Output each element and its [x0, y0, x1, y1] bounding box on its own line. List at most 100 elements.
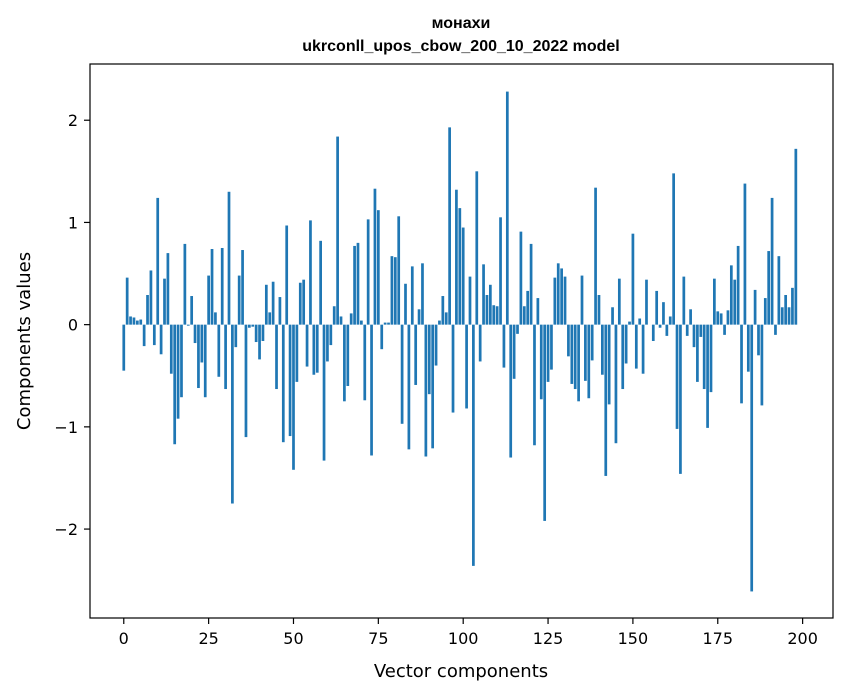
bar [220, 247, 224, 325]
bar [417, 309, 421, 325]
bar [723, 324, 726, 335]
bar [567, 324, 570, 357]
bar [390, 256, 394, 325]
bar [244, 324, 248, 438]
bar [217, 324, 221, 377]
bar [492, 305, 496, 325]
bar [584, 324, 587, 381]
bar [726, 310, 730, 325]
bar [784, 295, 788, 325]
bar [197, 324, 200, 389]
bar [278, 297, 282, 325]
bar [509, 324, 513, 458]
x-tick-label: 175 [702, 629, 733, 648]
bar [641, 324, 645, 374]
bar [539, 324, 543, 400]
bar [387, 322, 390, 325]
bar [434, 324, 438, 366]
bar [631, 233, 635, 325]
bar [672, 173, 675, 325]
y-tick-label: −1 [54, 418, 78, 437]
bar [546, 324, 550, 382]
bar [163, 278, 166, 325]
bar [628, 321, 631, 325]
bar [319, 240, 322, 325]
bar [312, 324, 316, 375]
bar [444, 312, 448, 325]
bar [349, 313, 353, 325]
bar [129, 316, 132, 325]
bar [543, 324, 547, 521]
bar [366, 219, 370, 325]
bar [770, 197, 774, 325]
bar [533, 324, 536, 446]
y-tick-label: −2 [54, 520, 78, 539]
bar [414, 324, 418, 385]
bar [662, 302, 665, 325]
bar [597, 295, 601, 325]
bar [152, 324, 156, 346]
bar [577, 324, 580, 402]
bar [746, 324, 750, 372]
bar [421, 263, 424, 325]
bar [159, 324, 163, 355]
bar [679, 324, 682, 474]
bar [295, 324, 299, 382]
bar [122, 324, 126, 371]
bar [475, 171, 479, 325]
bar [156, 197, 160, 325]
bar [488, 284, 492, 325]
bar [315, 324, 319, 373]
x-tick-label: 200 [787, 629, 818, 648]
bar [499, 217, 502, 325]
bar [526, 290, 530, 325]
bar [190, 296, 194, 325]
bar [248, 324, 251, 328]
bar [706, 324, 709, 428]
bar [200, 324, 204, 363]
x-tick-label: 0 [119, 629, 129, 648]
chart-subtitle: ukrconll_upos_cbow_200_10_2022 model [302, 38, 619, 55]
bar [268, 312, 272, 325]
bar [356, 242, 360, 325]
bar [227, 191, 231, 325]
bar [519, 231, 523, 325]
y-tick-label: 0 [68, 316, 78, 335]
bar [777, 256, 781, 325]
bar [258, 324, 261, 360]
bar [451, 324, 455, 413]
bar [750, 324, 754, 592]
bar [675, 324, 679, 429]
bar [370, 324, 373, 456]
bar [465, 324, 468, 409]
chart-title: монахи [432, 15, 491, 32]
bar [590, 324, 594, 361]
bar [713, 278, 716, 325]
bar [760, 324, 764, 406]
bar [251, 324, 255, 327]
bar [166, 253, 170, 325]
bar [472, 324, 475, 566]
bar [719, 313, 723, 325]
bar [550, 324, 553, 370]
bar [692, 324, 696, 348]
bar [149, 270, 153, 325]
bar [767, 251, 771, 325]
bar [587, 324, 591, 399]
bar [482, 264, 485, 325]
bar [611, 307, 614, 325]
bar [685, 324, 689, 336]
bar [180, 324, 183, 398]
bar [234, 324, 238, 348]
bar [594, 187, 597, 325]
bar [125, 277, 129, 325]
bar [183, 243, 187, 325]
bar [696, 324, 699, 382]
bar [237, 275, 241, 325]
bar [658, 324, 662, 328]
bar [604, 324, 608, 476]
bar [210, 249, 214, 325]
bar [614, 324, 618, 444]
bar [502, 324, 506, 368]
bar [285, 225, 289, 325]
